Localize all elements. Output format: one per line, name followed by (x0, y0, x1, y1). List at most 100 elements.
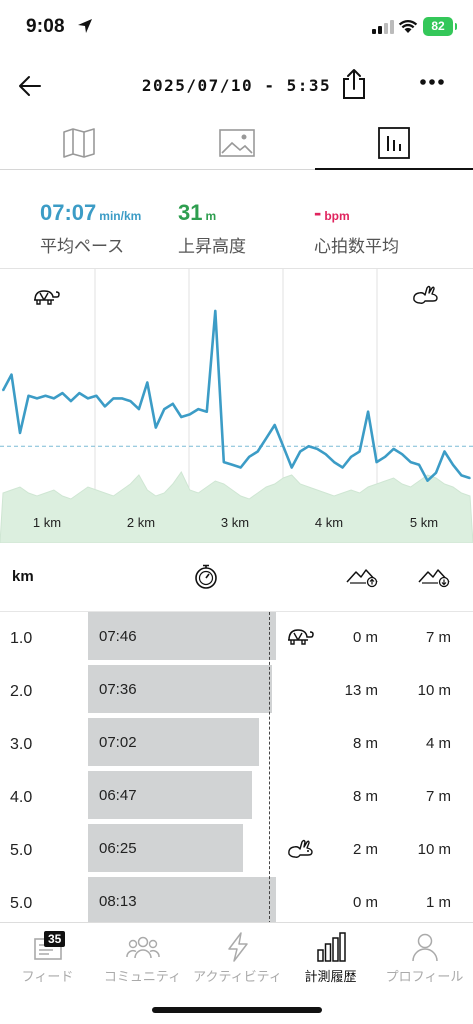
nav-activity[interactable]: アクティビティ (190, 931, 285, 985)
pace-point (273, 424, 276, 426)
pace-point (341, 466, 344, 469)
share-icon[interactable] (340, 68, 368, 100)
pace-point (146, 381, 149, 384)
split-pace: 07:46 (99, 628, 137, 645)
ascent-icon (346, 569, 378, 588)
split-ascent: 0 m (352, 629, 378, 646)
pace-point (375, 461, 378, 463)
pace-point (316, 448, 319, 450)
split-ascent: 0 m (352, 894, 378, 911)
pace-label: 平均ペース (40, 237, 125, 256)
pace-point (460, 474, 463, 477)
pace-point (87, 397, 89, 400)
summary-stats: 07:07 min/km 平均ペース 31 m 上昇高度 - bpm 心拍数平均 (0, 200, 473, 260)
split-row: 1.0 07:46 0 m 7 m (0, 612, 473, 665)
x-tick-label: 5 km (409, 515, 439, 530)
cellular-signal-icon (372, 20, 394, 34)
nav-community[interactable]: コミュニティ (95, 931, 190, 985)
split-pace: 06:47 (99, 787, 137, 804)
back-arrow-icon[interactable] (16, 72, 44, 100)
nav-profile-label: プロフィール (385, 969, 464, 984)
pace-point (443, 450, 446, 453)
pace-point (61, 392, 64, 394)
split-km: 5.0 (10, 842, 33, 859)
split-pace-bar (88, 824, 243, 872)
pace-point (333, 461, 335, 463)
split-pace-bar (88, 877, 276, 925)
pace-point (231, 464, 234, 466)
feed-badge: 35 (44, 931, 66, 947)
pace-point (282, 445, 285, 447)
pace-point (401, 453, 403, 455)
nav-profile[interactable]: プロフィール (377, 931, 472, 985)
pace-point (367, 410, 369, 413)
pace-point (256, 450, 259, 453)
pace-point (172, 403, 174, 405)
home-indicator (152, 1007, 322, 1013)
split-ascent: 13 m (344, 682, 378, 699)
split-pace: 07:36 (99, 681, 137, 698)
pace-point (189, 413, 191, 416)
pace-series-line (1, 309, 471, 482)
tab-stats[interactable] (315, 116, 473, 170)
x-tick-label: 1 km (32, 515, 62, 530)
split-ascent: 2 m (352, 841, 378, 858)
hr-value: - (314, 200, 322, 225)
wifi-icon (398, 19, 418, 33)
split-pace: 08:13 (99, 893, 137, 910)
pace-point (358, 450, 361, 453)
pace-value: 07:07 (40, 200, 97, 225)
nav-feed-label: フィード (21, 969, 74, 984)
pace-point (104, 405, 106, 408)
split-descent: 10 m (417, 841, 451, 858)
tab-photos[interactable] (158, 116, 316, 169)
image-icon (218, 128, 255, 157)
split-descent: 1 m (425, 894, 451, 911)
pace-point (95, 395, 98, 397)
split-descent: 7 m (425, 629, 451, 646)
elevation-area (0, 471, 473, 543)
pace-point (248, 456, 250, 458)
split-km: 1.0 (10, 630, 33, 647)
pace-point (10, 373, 13, 376)
pace-point (53, 397, 55, 400)
map-icon (63, 127, 95, 158)
pace-point (121, 397, 123, 400)
pace-point (180, 416, 183, 418)
ascent-value: 31 (178, 200, 203, 225)
pace-point (299, 450, 302, 453)
hr-label: 心拍数平均 (314, 237, 399, 256)
split-row: 5.0 08:13 0 m 1 m (0, 877, 473, 930)
pace-point (78, 392, 81, 394)
pace-point (307, 445, 310, 447)
nav-history[interactable]: 計測履歴 (283, 931, 378, 985)
x-tick-label: 4 km (314, 515, 344, 530)
status-bar: 9:08 82 (0, 0, 473, 56)
pace-point (112, 397, 115, 400)
pace-point (265, 437, 268, 440)
tab-map[interactable] (0, 116, 158, 169)
header-bar: 2025/07/10 - 5:35 (0, 56, 473, 116)
split-ascent: 8 m (352, 788, 378, 805)
split-row: 4.0 06:47 8 m 7 m (0, 771, 473, 824)
split-row: 5.0 06:25 2 m 10 m (0, 824, 473, 877)
view-tabs (0, 116, 473, 170)
pace-point (206, 410, 208, 413)
pace-point (239, 466, 242, 469)
stat-ascent: 31 m 上昇高度 (178, 200, 246, 257)
pace-point (452, 464, 454, 466)
pace-point (426, 479, 429, 482)
battery-icon: 82 (423, 17, 457, 36)
bottom-nav: 35 フィード コミュニティ アクティビティ 計測履歴 プロフィール (0, 922, 473, 1024)
pace-point (392, 448, 395, 450)
split-ascent: 8 m (352, 735, 378, 752)
ascent-label: 上昇高度 (178, 237, 246, 256)
split-km: 3.0 (10, 736, 33, 753)
rabbit-icon (288, 839, 313, 858)
split-km: 2.0 (10, 683, 33, 700)
pace-chart: 1 km 2 km 3 km 4 km 5 km (0, 268, 473, 543)
split-descent: 10 m (417, 682, 451, 699)
more-icon[interactable] (418, 74, 446, 90)
pace-point (129, 400, 132, 402)
nav-feed[interactable]: 35 フィード (0, 931, 95, 985)
